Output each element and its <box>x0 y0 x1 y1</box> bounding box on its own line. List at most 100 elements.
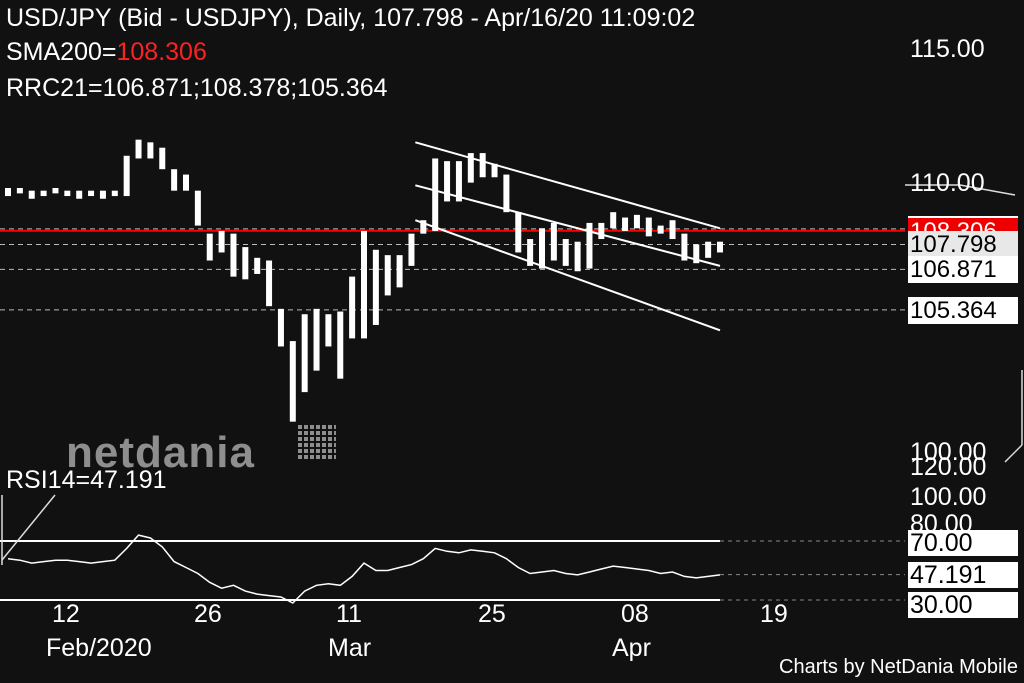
ohlc-bar <box>705 241 712 258</box>
ohlc-bar <box>147 142 154 159</box>
ohlc-bar <box>277 308 284 347</box>
ohlc-bar <box>408 233 415 266</box>
ohlc-bar <box>183 174 189 191</box>
ohlc-bar <box>28 190 35 199</box>
ohlc-bar <box>266 260 273 307</box>
ohlc-bar <box>479 153 486 178</box>
ohlc-bars-layer <box>5 139 723 422</box>
price-tick-label: 110.00 <box>910 169 985 198</box>
ohlc-bar <box>206 233 213 261</box>
ohlc-bar <box>633 214 640 229</box>
ohlc-bar <box>349 276 356 339</box>
ohlc-bar <box>254 257 261 274</box>
ohlc-bar <box>539 228 545 269</box>
ohlc-bar <box>432 158 439 231</box>
rsi-tick-label: 70.00 <box>908 530 1018 556</box>
netdania-logo: netdania <box>66 428 255 477</box>
ohlc-bar <box>420 220 427 234</box>
channel-upper-line <box>415 141 721 230</box>
rsi-tick-label: 47.191 <box>908 562 1018 588</box>
date-tick-label: 11 <box>336 600 362 628</box>
ohlc-bar <box>194 190 201 226</box>
month-label: Mar <box>328 634 372 662</box>
ohlc-bar <box>230 233 237 277</box>
ohlc-bar <box>242 247 249 280</box>
ohlc-bar <box>444 161 451 202</box>
ohlc-bar <box>515 212 522 253</box>
ohlc-bar <box>681 233 688 261</box>
ohlc-bar <box>562 239 569 266</box>
ohlc-bar <box>99 190 106 199</box>
price-tick-label: 115.00 <box>910 35 985 64</box>
rsi-corner-deco <box>1 494 56 561</box>
axis-corner-deco <box>905 184 1016 196</box>
rsi-panel-layer <box>0 485 905 605</box>
rsi-tick-label: 120.00 <box>910 453 987 481</box>
ohlc-bar <box>503 174 510 213</box>
ohlc-bar <box>16 188 23 194</box>
date-tick-label: 08 <box>621 600 649 628</box>
ohlc-bar <box>123 155 130 197</box>
rsi-line <box>7 534 721 604</box>
ohlc-bar <box>337 311 344 379</box>
price-label-box: 106.871 <box>908 256 1018 284</box>
ohlc-bar <box>64 190 71 197</box>
regression-channel-layer <box>414 141 721 332</box>
rsi-tick-label: 30.00 <box>908 592 1018 618</box>
ohlc-bar <box>717 241 723 253</box>
ohlc-bar <box>455 161 462 202</box>
month-label: Apr <box>612 634 651 662</box>
ohlc-bar <box>622 217 629 231</box>
date-tick-label: 26 <box>194 600 222 628</box>
price-label-box: 105.364 <box>908 296 1018 324</box>
ohlc-bar <box>669 220 676 240</box>
chart-title: USD/JPY (Bid - USDJPY), Daily, 107.798 -… <box>6 4 696 32</box>
ohlc-bar <box>586 222 593 269</box>
ohlc-bar <box>384 255 391 296</box>
rsi-panel-bg <box>0 485 905 605</box>
ohlc-bar <box>76 190 83 199</box>
rsi-legend: RSI14=47.191 <box>6 466 167 494</box>
ohlc-bar <box>135 139 142 159</box>
ohlc-bar <box>301 314 308 393</box>
ohlc-bar <box>171 169 178 191</box>
ohlc-bar <box>372 249 379 325</box>
sma-legend-label: SMA200= <box>6 38 117 66</box>
rsi-tick-label: 100.00 <box>910 483 987 511</box>
grid-layer <box>0 228 905 311</box>
channel-upper-line <box>415 184 721 267</box>
ohlc-bar <box>52 188 59 194</box>
logo-grid-icon <box>296 425 336 461</box>
ohlc-bar <box>159 147 166 170</box>
ohlc-bar <box>325 314 332 347</box>
ohlc-bar <box>550 222 557 261</box>
footer-credit: Charts by NetDania Mobile <box>779 656 1018 678</box>
rrc-legend: RRC21=106.871;108.378;105.364 <box>6 74 388 102</box>
price-tick-label: 100.00 <box>910 437 987 466</box>
ohlc-bar <box>598 222 605 240</box>
ohlc-bar <box>111 190 118 197</box>
ohlc-bar <box>527 239 534 266</box>
ohlc-bar <box>313 308 320 371</box>
ohlc-bar <box>361 230 367 339</box>
ohlc-bar <box>645 217 652 237</box>
ohlc-bar <box>574 241 581 272</box>
sma-legend: SMA200=108.306 <box>6 38 207 66</box>
channel-lower-line <box>414 219 721 332</box>
ohlc-bar <box>218 230 225 253</box>
date-tick-label: 19 <box>760 600 788 628</box>
ohlc-bar <box>491 163 498 178</box>
ohlc-bar <box>396 255 403 288</box>
ohlc-bar <box>693 244 700 264</box>
ohlc-bar <box>657 225 664 234</box>
price-label-box: 107.798 <box>908 231 1018 259</box>
axis-decoration-layer <box>1 184 1023 565</box>
ohlc-bar <box>88 190 95 197</box>
date-tick-label: 25 <box>478 600 506 628</box>
ohlc-bar <box>5 188 11 197</box>
sma-legend-value: 108.306 <box>116 38 207 66</box>
date-tick-label: 12 <box>52 600 80 628</box>
ohlc-bar <box>610 212 617 229</box>
ohlc-bar <box>289 341 296 422</box>
